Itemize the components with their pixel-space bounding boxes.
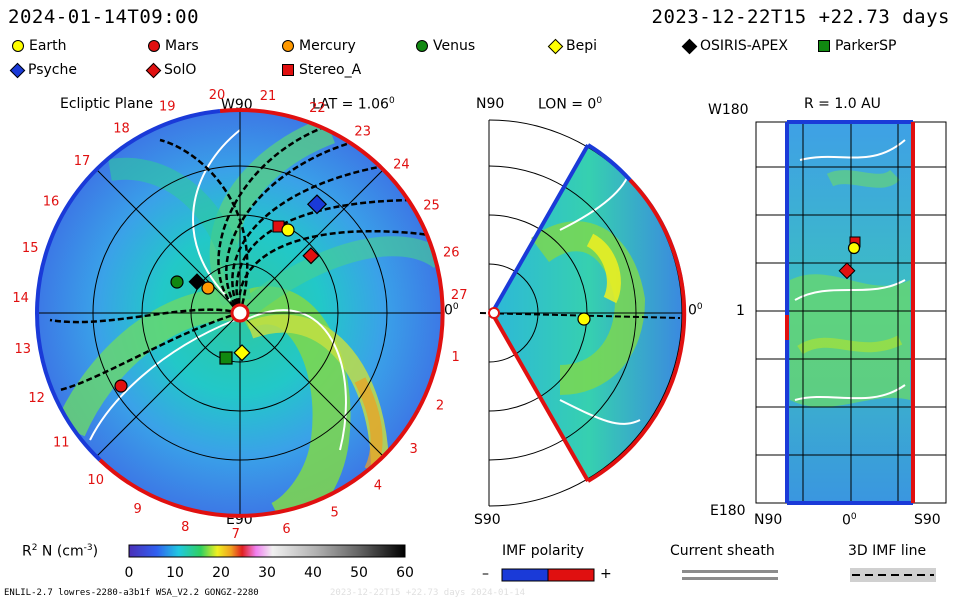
meridional-right-label: 00 bbox=[688, 302, 703, 319]
earth-marker-icon bbox=[12, 40, 24, 52]
carrington-tick-15: 15 bbox=[22, 241, 39, 256]
carrington-tick-26: 26 bbox=[443, 246, 460, 261]
legend-solo: SolO bbox=[145, 62, 196, 78]
footer-run-info: 2023-12-22T15 +22.73 days 2024-01-14 bbox=[330, 588, 526, 598]
carrington-tick-9: 9 bbox=[134, 502, 142, 517]
footer-model-info: ENLIL-2.7 lowres-2280-a3b1f WSA_V2.2 GON… bbox=[4, 588, 259, 598]
carrington-tick-5: 5 bbox=[331, 506, 339, 521]
ecliptic-lat-label: LAT = 1.060 bbox=[312, 96, 395, 113]
meridional-bottom-label: S90 bbox=[474, 512, 501, 528]
legend-mars: Mars bbox=[148, 38, 199, 54]
colorbar-tick-10: 10 bbox=[166, 565, 184, 581]
colorbar-tick-30: 30 bbox=[258, 565, 276, 581]
carrington-tick-24: 24 bbox=[393, 158, 410, 173]
carrington-tick-23: 23 bbox=[354, 124, 371, 139]
radial-r-label: R = 1.0 AU bbox=[804, 96, 881, 112]
colorbar-tick-40: 40 bbox=[304, 565, 322, 581]
carrington-tick-10: 10 bbox=[87, 473, 104, 488]
carrington-tick-8: 8 bbox=[181, 520, 189, 535]
carrington-tick-22: 22 bbox=[309, 101, 326, 116]
carrington-tick-21: 21 bbox=[260, 89, 277, 104]
radial-x-left: N90 bbox=[754, 512, 783, 528]
radial-top-label: W180 bbox=[708, 102, 749, 118]
imf-polarity-title: IMF polarity bbox=[502, 543, 585, 559]
radial-bottom-label: E180 bbox=[710, 503, 746, 519]
legend-venus: Venus bbox=[416, 38, 475, 54]
radial-x-mid: 00 bbox=[842, 512, 857, 529]
carrington-tick-16: 16 bbox=[43, 194, 60, 209]
colorbar-tick-20: 20 bbox=[212, 565, 230, 581]
imf-plus-label: + bbox=[600, 566, 612, 582]
legend-stereo-a: Stereo_A bbox=[282, 62, 361, 78]
carrington-tick-11: 11 bbox=[53, 435, 70, 450]
imf-minus-label: – bbox=[482, 566, 489, 582]
radial-x-right: S90 bbox=[914, 512, 941, 528]
legend-earth: Earth bbox=[12, 38, 67, 54]
carrington-tick-3: 3 bbox=[409, 442, 417, 457]
carrington-tick-17: 17 bbox=[74, 154, 91, 169]
ecliptic-right-label: 00 bbox=[444, 302, 459, 319]
colorbar-tick-60: 60 bbox=[396, 565, 414, 581]
legend-osiris-apex: OSIRIS-APEX bbox=[681, 38, 788, 54]
carrington-tick-13: 13 bbox=[15, 342, 32, 357]
colorbar-tick-0: 0 bbox=[125, 565, 134, 581]
meridional-top-label: N90 bbox=[476, 96, 505, 112]
sim-time-label: 2024-01-14T09:00 bbox=[8, 6, 200, 28]
carrington-tick-27: 27 bbox=[451, 288, 468, 303]
colorbar-tick-50: 50 bbox=[350, 565, 368, 581]
carrington-tick-20: 20 bbox=[209, 88, 226, 103]
run-start-label: 2023-12-22T15 +22.73 days bbox=[651, 6, 950, 28]
stereo-a-marker-icon bbox=[282, 64, 294, 76]
carrington-tick-14: 14 bbox=[12, 291, 29, 306]
venus-marker-icon bbox=[416, 40, 428, 52]
legend-mercury: Mercury bbox=[282, 38, 356, 54]
radial-mid-label: 1 bbox=[736, 303, 745, 319]
mercury-marker-icon bbox=[282, 40, 294, 52]
carrington-tick-6: 6 bbox=[282, 522, 290, 537]
carrington-tick-2: 2 bbox=[436, 399, 444, 414]
imf-3d-title: 3D IMF line bbox=[848, 543, 927, 559]
carrington-tick-25: 25 bbox=[423, 199, 440, 214]
legend-parkersp: ParkerSP bbox=[818, 38, 896, 54]
meridional-lon-label: LON = 00 bbox=[538, 96, 603, 113]
legend-psyche: Psyche bbox=[9, 62, 77, 78]
carrington-tick-19: 19 bbox=[159, 99, 176, 114]
ecliptic-title: Ecliptic Plane bbox=[60, 96, 154, 112]
legend: Earth Mars Mercury Venus Bepi OSIRIS-APE… bbox=[9, 38, 952, 82]
current-sheath-title: Current sheath bbox=[670, 543, 775, 559]
carrington-tick-4: 4 bbox=[374, 479, 382, 494]
colorbar-label: R2 N (cm-3) bbox=[22, 543, 99, 560]
carrington-tick-18: 18 bbox=[113, 122, 130, 137]
carrington-tick-1: 1 bbox=[452, 350, 460, 365]
parkersp-marker-icon bbox=[818, 40, 830, 52]
mars-marker-icon bbox=[148, 40, 160, 52]
legend-bepi: Bepi bbox=[547, 38, 597, 54]
carrington-tick-7: 7 bbox=[232, 527, 240, 542]
carrington-tick-12: 12 bbox=[28, 391, 45, 406]
